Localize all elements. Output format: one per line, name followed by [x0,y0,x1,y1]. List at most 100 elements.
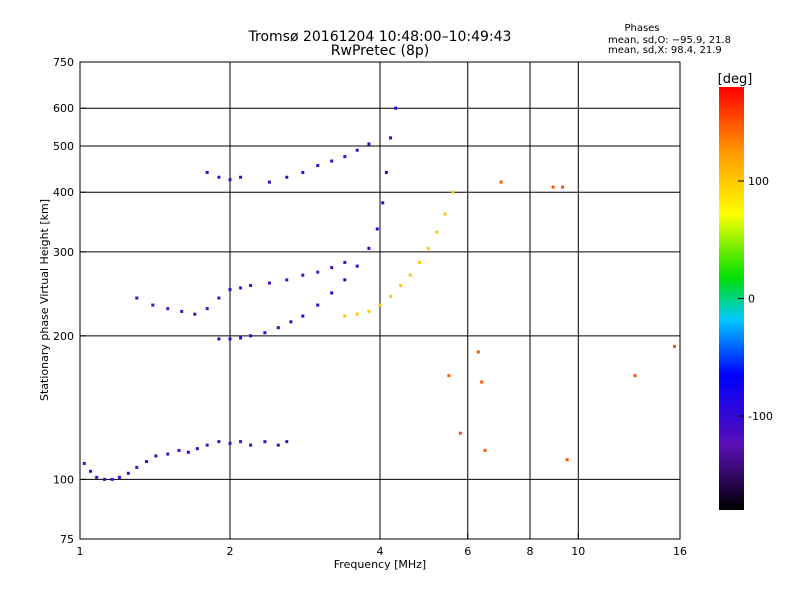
data-point [239,440,243,444]
data-point [267,180,271,184]
data-point [239,175,243,179]
data-point [166,307,170,311]
x-tick-label: 10 [571,545,585,558]
data-point [673,344,677,348]
data-point [285,175,289,179]
data-points [82,106,677,481]
data-point [186,450,190,454]
data-point [285,440,289,444]
data-point [228,337,232,341]
data-point [82,461,86,465]
x-tick-label: 2 [227,545,234,558]
data-point [180,309,184,313]
data-point [276,443,280,447]
data-point [267,281,271,285]
x-axis-label: Frequency [MHz] [334,558,426,571]
data-point [389,136,393,140]
data-point [330,159,334,163]
data-point [316,303,320,307]
data-point [316,270,320,274]
data-point [289,320,293,324]
x-tick-label: 8 [527,545,534,558]
y-tick-label: 300 [53,246,74,259]
data-point [355,148,359,152]
data-point [228,178,232,182]
y-tick-label: 400 [53,186,74,199]
data-point [263,440,267,444]
data-point [249,443,253,447]
data-point [249,283,253,287]
data-point [408,273,412,277]
chart-subtitle: RwPretec (8p) [331,43,429,59]
data-point [239,336,243,340]
data-point [343,314,347,318]
chart-title: Tromsø 20161204 10:48:00–10:49:43 [248,29,512,45]
data-point [249,334,253,338]
data-point [384,170,388,174]
data-point [476,350,480,354]
data-point [228,441,232,445]
data-point [551,185,555,189]
data-point [166,452,170,456]
data-point [135,296,139,300]
data-point [228,288,232,292]
data-point [154,454,158,458]
y-axis-label: Stationary phase Virtual Height [km] [38,199,51,401]
data-point [151,303,155,307]
data-point [126,471,130,475]
data-point [217,337,221,341]
x-tick-label: 4 [377,545,384,558]
data-point [378,303,382,307]
data-point [499,180,503,184]
y-tick-label: 75 [60,533,74,546]
data-point [375,227,379,231]
stats-line-o: mean, sd,O: −95.9, 21.8 [608,35,731,46]
data-point [417,260,421,264]
y-tick-label: 600 [53,102,74,115]
x-tick-label: 1 [77,545,84,558]
data-point [480,380,484,384]
data-point [355,264,359,268]
data-point [205,307,209,311]
data-point [95,475,99,479]
colorbar-tick-label: -100 [748,410,773,423]
data-point [301,314,305,318]
y-tick-label: 100 [53,473,74,486]
grid-lines [80,62,680,539]
data-point [367,309,371,313]
data-point [103,477,107,481]
data-point [443,212,447,216]
data-point [355,312,359,316]
data-point [193,312,197,316]
data-point [435,230,439,234]
data-point [217,296,221,300]
data-point [205,170,209,174]
data-point [426,246,430,250]
data-point [561,185,565,189]
data-point [367,142,371,146]
data-point [135,465,139,469]
data-point [239,286,243,290]
data-point [195,447,199,451]
data-point [343,260,347,264]
data-point [217,175,221,179]
stats-line-x: mean, sd,X: 98.4, 21.9 [608,45,722,56]
data-point [483,448,487,452]
data-point [394,106,398,110]
data-point [458,431,462,435]
data-point [276,326,280,330]
y-tick-label: 500 [53,140,74,153]
data-point [263,331,267,335]
x-tick-label: 16 [673,545,687,558]
data-point [343,278,347,282]
data-point [117,475,121,479]
data-point [177,448,181,452]
data-point [447,374,451,378]
data-point [381,201,385,205]
colorbar-ticks: 100 0 -100 [738,175,773,423]
data-point [145,460,149,464]
data-point [205,443,209,447]
data-point [285,278,289,282]
data-point [451,190,455,194]
